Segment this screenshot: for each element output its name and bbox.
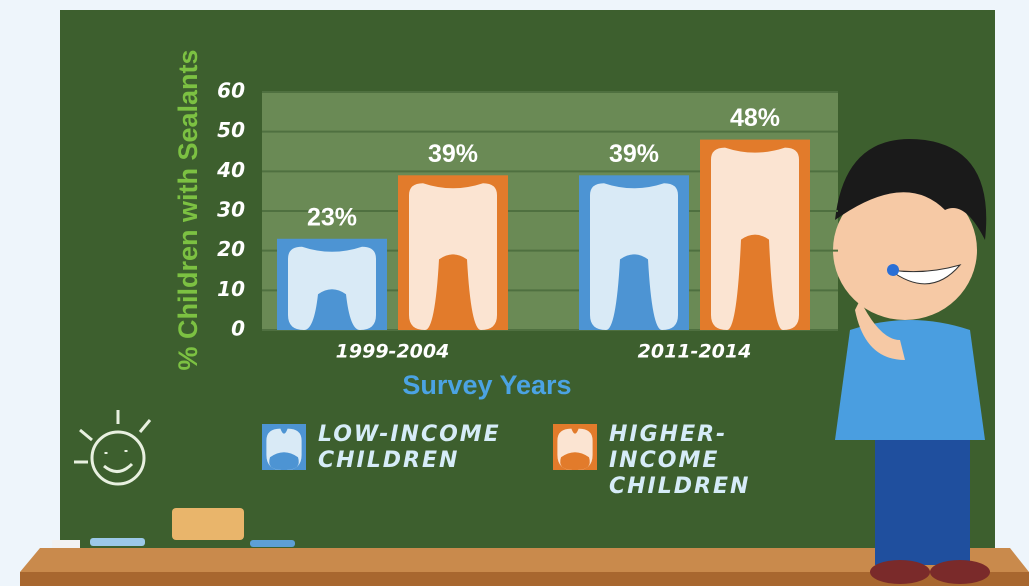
chalk (52, 540, 80, 548)
page: % Children with Sealants Survey Years 0 1… (0, 0, 1029, 586)
y-tick-label: 40 (216, 158, 245, 182)
value-label: 39% (609, 140, 659, 168)
y-tick-label: 60 (217, 79, 245, 103)
x-axis-title: Survey Years (402, 370, 571, 400)
value-label: 23% (307, 203, 357, 231)
y-tick-label: 10 (217, 277, 245, 301)
eraser (172, 508, 244, 540)
legend-label: Low-Income Children (318, 422, 518, 474)
chart: % Children with Sealants Survey Years 0 1… (0, 0, 1029, 586)
value-label: 39% (428, 140, 478, 168)
chalk (90, 538, 145, 546)
chalk (250, 540, 295, 547)
y-tick-label: 30 (217, 198, 245, 222)
y-axis-title: % Children with Sealants (173, 49, 203, 370)
x-tick-label: 2011-2014 (638, 341, 752, 363)
x-tick-label: 1999-2004 (336, 341, 450, 363)
y-tick-label: 20 (217, 237, 245, 261)
y-tick-label: 0 (231, 317, 245, 341)
y-tick-label: 50 (217, 118, 245, 142)
legend-label: Higher-Income Children (609, 422, 809, 500)
value-label: 48% (730, 104, 780, 132)
